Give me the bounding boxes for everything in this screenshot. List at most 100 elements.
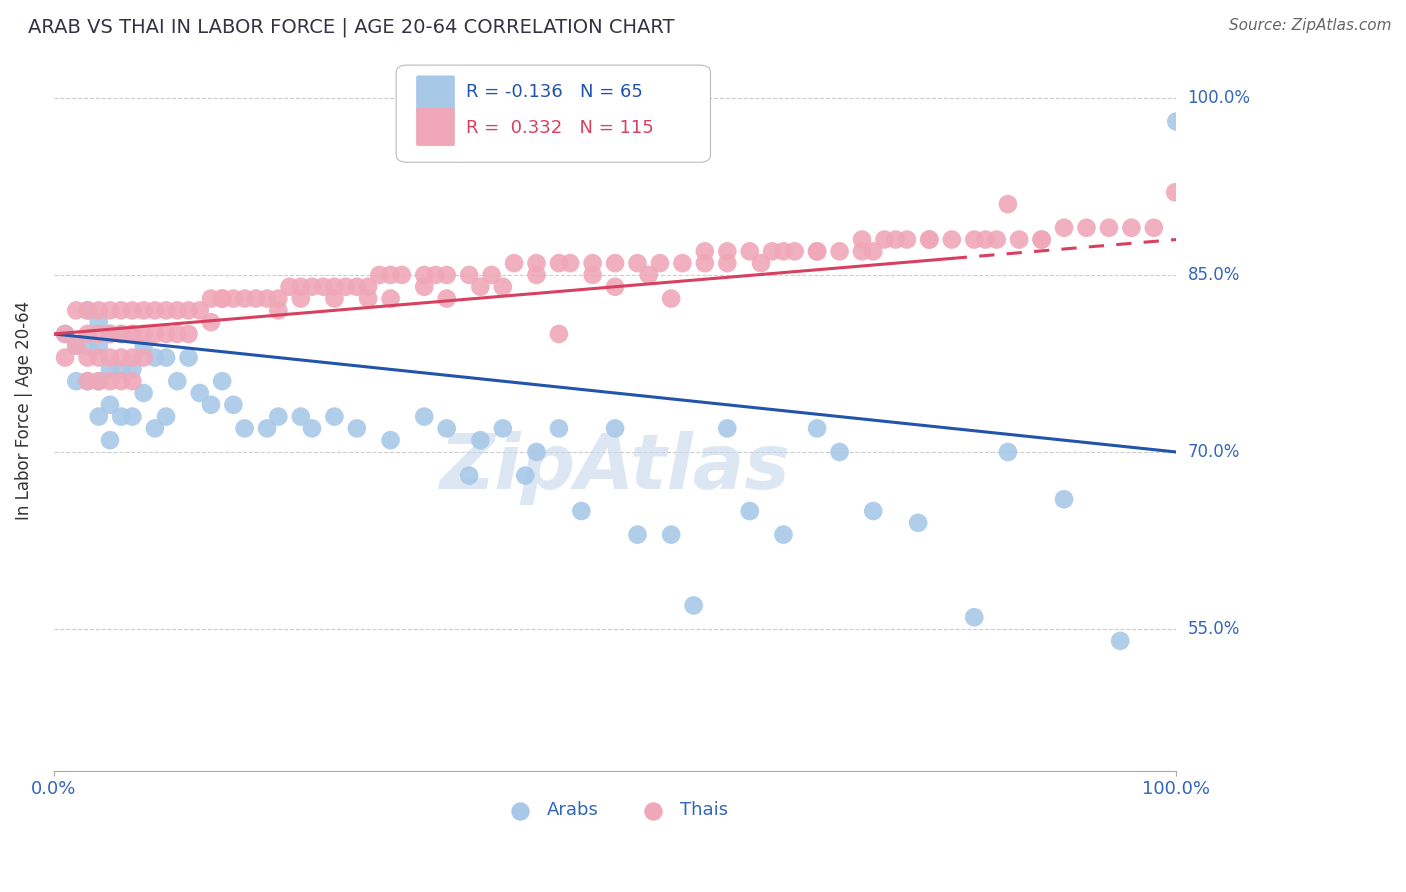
Point — [76, 303, 98, 318]
Point — [603, 279, 626, 293]
Point — [738, 244, 761, 259]
Text: 70.0%: 70.0% — [1188, 443, 1240, 461]
Y-axis label: In Labor Force | Age 20-64: In Labor Force | Age 20-64 — [15, 301, 32, 520]
Point — [1008, 233, 1031, 247]
Point — [301, 421, 323, 435]
Point — [436, 421, 458, 435]
Point — [458, 268, 481, 282]
Point — [380, 268, 402, 282]
Point — [918, 233, 941, 247]
Point — [211, 292, 233, 306]
Point — [323, 292, 346, 306]
Point — [177, 303, 200, 318]
Point — [571, 504, 593, 518]
Point — [1053, 492, 1076, 507]
Point — [132, 386, 155, 401]
Point — [581, 268, 603, 282]
Point — [177, 326, 200, 341]
Point — [110, 326, 132, 341]
Point — [166, 326, 188, 341]
Point — [963, 610, 986, 624]
Text: R =  0.332   N = 115: R = 0.332 N = 115 — [465, 119, 654, 136]
Point — [413, 409, 436, 424]
Point — [470, 279, 492, 293]
Point — [121, 351, 143, 365]
Point — [481, 268, 503, 282]
Point — [290, 292, 312, 306]
Point — [98, 326, 121, 341]
Point — [548, 256, 571, 270]
Point — [682, 599, 704, 613]
Point — [323, 409, 346, 424]
Point — [121, 326, 143, 341]
Point — [492, 421, 515, 435]
Point — [98, 433, 121, 447]
Point — [368, 268, 391, 282]
Point — [772, 244, 794, 259]
Text: 85.0%: 85.0% — [1188, 266, 1240, 284]
Point — [222, 398, 245, 412]
Point — [166, 303, 188, 318]
Point — [873, 233, 896, 247]
Point — [918, 233, 941, 247]
Point — [603, 421, 626, 435]
Point — [997, 197, 1019, 211]
Point — [391, 268, 413, 282]
Point — [76, 351, 98, 365]
Point — [515, 468, 537, 483]
Point — [121, 374, 143, 388]
Point — [267, 292, 290, 306]
Point — [143, 351, 166, 365]
Point — [76, 326, 98, 341]
Point — [1053, 220, 1076, 235]
Point — [413, 279, 436, 293]
Point — [53, 326, 76, 341]
Point — [648, 256, 671, 270]
Point — [671, 256, 693, 270]
Point — [188, 386, 211, 401]
Point — [806, 421, 828, 435]
Point — [581, 256, 603, 270]
Point — [851, 233, 873, 247]
Point — [560, 256, 582, 270]
Point — [98, 374, 121, 388]
Point — [110, 351, 132, 365]
Point — [716, 421, 738, 435]
Point — [761, 244, 783, 259]
Point — [87, 339, 110, 353]
Point — [1076, 220, 1098, 235]
Point — [380, 433, 402, 447]
Point — [143, 326, 166, 341]
Point — [110, 303, 132, 318]
Point — [290, 409, 312, 424]
Point — [357, 292, 380, 306]
Point — [997, 445, 1019, 459]
Point — [548, 326, 571, 341]
Point — [828, 445, 851, 459]
Point — [772, 527, 794, 541]
Point — [806, 244, 828, 259]
Point — [526, 268, 548, 282]
Point — [716, 244, 738, 259]
Point — [121, 303, 143, 318]
Point — [1109, 633, 1132, 648]
Point — [357, 279, 380, 293]
Point — [323, 279, 346, 293]
Point — [963, 233, 986, 247]
Point — [1166, 114, 1188, 128]
Point — [828, 244, 851, 259]
Point — [256, 421, 278, 435]
Point — [346, 279, 368, 293]
Point — [245, 292, 267, 306]
Point — [200, 398, 222, 412]
Point — [110, 409, 132, 424]
Point — [65, 339, 87, 353]
Point — [1121, 220, 1143, 235]
Point — [53, 326, 76, 341]
Point — [110, 362, 132, 376]
Point — [1031, 233, 1053, 247]
Point — [1164, 186, 1187, 200]
Point — [312, 279, 335, 293]
Point — [110, 326, 132, 341]
Point — [132, 351, 155, 365]
